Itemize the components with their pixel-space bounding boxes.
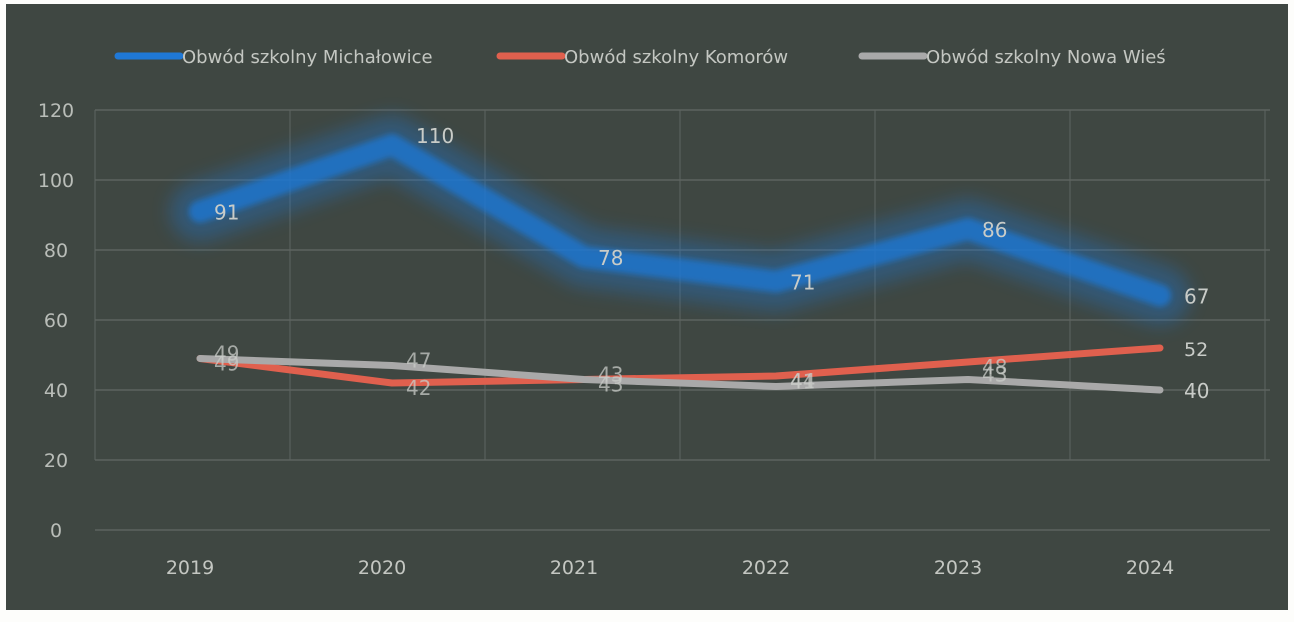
data-label: 40 (1184, 379, 1209, 403)
data-label: 49 (214, 352, 239, 376)
data-label: 52 (1184, 339, 1208, 361)
data-label: 43 (982, 363, 1007, 387)
legend: Obwód szkolny Michałowice Obwód szkolny K… (114, 47, 1166, 68)
x-tick-label: 2020 (358, 557, 406, 579)
data-label: 41 (790, 370, 815, 394)
data-label: 91 (214, 201, 239, 225)
y-tick-label: 100 (38, 170, 74, 192)
series-line-komorow (196, 344, 1164, 387)
y-tick-label: 20 (44, 450, 68, 472)
x-tick-label: 2024 (1126, 557, 1174, 579)
y-tick-label: 60 (44, 310, 68, 332)
data-label: 43 (598, 373, 623, 397)
y-tick-label: 40 (44, 380, 68, 402)
series-line-nowa-wies (196, 355, 1164, 394)
legend-label: Obwód szkolny Michałowice (182, 47, 433, 68)
data-label: 110 (416, 124, 454, 148)
x-tick-label: 2023 (934, 557, 982, 579)
series-line-michalowice (189, 134, 1171, 307)
data-label: 71 (790, 271, 815, 295)
x-tick-label: 2021 (550, 557, 598, 579)
y-tick-label: 120 (38, 100, 74, 122)
data-label: 47 (406, 349, 431, 373)
legend-label: Obwód szkolny Nowa Wieś (926, 47, 1166, 68)
x-axis-ticks: 2019 2020 2021 2022 2023 2024 (166, 557, 1174, 579)
data-label: 42 (406, 376, 431, 400)
data-label: 78 (598, 246, 623, 270)
data-label: 43 (598, 363, 623, 387)
y-tick-label: 80 (44, 240, 68, 262)
y-tick-label: 0 (50, 520, 62, 542)
data-label: 49 (214, 342, 239, 366)
data-label: 48 (982, 355, 1007, 379)
y-axis-ticks: 0 20 40 60 80 100 120 (38, 100, 74, 542)
data-label: 67 (1184, 285, 1209, 309)
x-tick-label: 2019 (166, 557, 214, 579)
data-labels: 91 110 78 71 86 67 49 42 43 44 48 52 49 47 43 41 43 40 (214, 124, 1209, 403)
data-label: 44 (790, 369, 815, 393)
series-lines (170, 115, 1190, 394)
chart-background (6, 4, 1288, 610)
data-label: 86 (982, 218, 1007, 242)
x-tick-label: 2022 (742, 557, 790, 579)
legend-label: Obwód szkolny Komorów (564, 47, 788, 68)
